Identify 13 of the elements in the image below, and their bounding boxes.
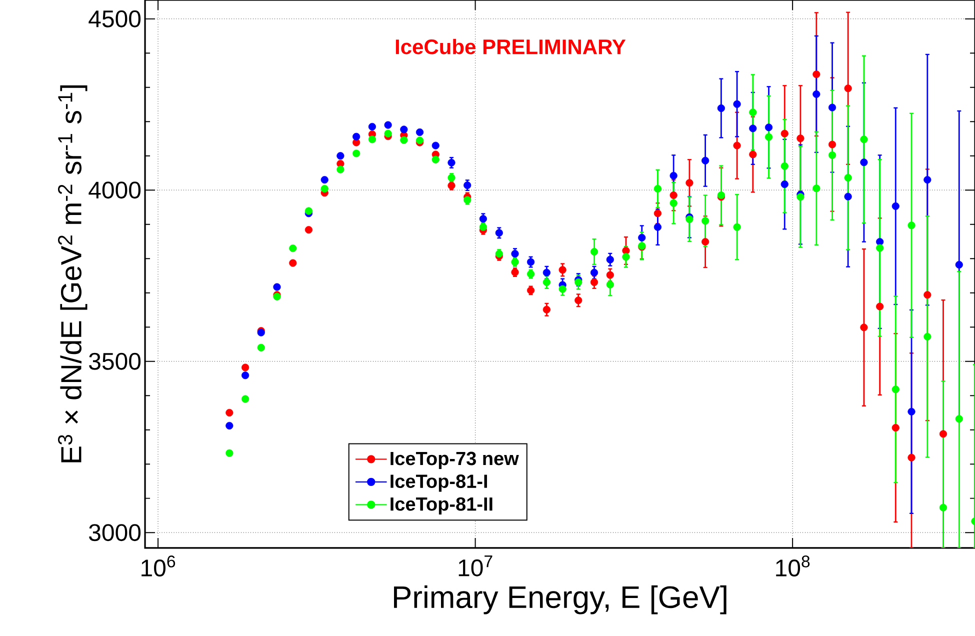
x-tick-label: 10$^{6}$ — [142, 556, 176, 577]
legend-label: IceTop-81-II — [390, 497, 492, 515]
annotation: IceCube PRELIMINARY — [396, 38, 626, 54]
legend-label: IceTop-81-I — [390, 474, 487, 492]
y-tick-label: 4500 — [88, 10, 141, 28]
legend-label: IceTop-73 new — [390, 452, 519, 469]
y-tick-label: 3000 — [89, 524, 141, 542]
x-axis-title: Primary Energy, E [GeV] — [394, 585, 726, 614]
text: E$^{3}$ × dN/dE [GeV$^{2}$ m$^{-2}$ sr$^{-1}$ s$^{-1}$] — [58, 85, 88, 462]
x-tick-label: 10$^{7}$ — [458, 556, 492, 576]
y-tick-label: 3500 — [89, 352, 141, 370]
y-tick-label: 4000 — [88, 182, 141, 199]
x-tick-label: 10$^{8}$ — [776, 556, 810, 577]
